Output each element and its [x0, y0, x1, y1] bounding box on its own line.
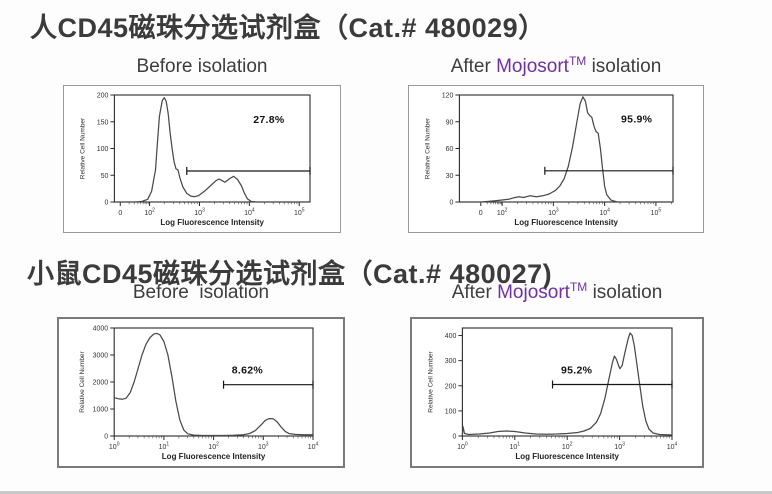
x-tick-label: 0	[479, 210, 483, 217]
brand-name: Mojosort	[497, 282, 570, 303]
y-axis: 0 100 200 300 400	[445, 333, 463, 441]
y-tick-label: 2000	[93, 380, 109, 387]
y-tick-label: 120	[442, 93, 454, 100]
x-axis: 100 101 102 103 104	[109, 436, 319, 451]
plot-frame	[113, 327, 314, 437]
histogram-panel-human-after: 0 30 60 90 120 Relative Cell Number 0 102 103 104…	[408, 85, 704, 233]
x-tick-label: 103	[548, 208, 559, 218]
y-tick-label: 0	[452, 434, 456, 441]
y-tick-label: 100	[97, 146, 109, 153]
x-tick-label: 102	[562, 442, 573, 452]
x-tick-label: 104	[308, 442, 319, 452]
x-axis: 100 101 102 103 104	[457, 436, 678, 452]
y-tick-label: 60	[446, 146, 454, 153]
x-tick-label: 100	[457, 442, 468, 452]
trademark-superscript: TM	[568, 54, 587, 68]
plot-frame	[461, 327, 673, 437]
plot-frame	[113, 94, 311, 203]
x-tick-label: 102	[144, 208, 155, 218]
gate-percentage-label: 95.9%	[621, 114, 653, 126]
histogram-curve	[114, 332, 314, 437]
y-axis-label: Relative Cell Number	[427, 350, 434, 412]
x-tick-label: 105	[651, 208, 662, 218]
header-text: After	[450, 56, 497, 77]
histogram-curve	[114, 97, 310, 203]
x-axis-label: Log Fluorescence Intensity	[162, 452, 266, 461]
y-axis-label: Relative Cell Number	[424, 117, 431, 179]
flow-histogram-human-after: 0 30 60 90 120 Relative Cell Number 0 102 103 104…	[424, 93, 674, 227]
header-text: After	[451, 282, 498, 303]
x-tick-label: 103	[258, 442, 269, 452]
y-tick-label: 200	[445, 383, 457, 390]
y-tick-label: 150	[97, 119, 109, 126]
y-tick-label: 0	[449, 200, 453, 207]
y-tick-label: 100	[445, 408, 457, 415]
x-tick-label: 102	[497, 208, 508, 218]
x-axis: 0 102 103 104 105	[118, 202, 305, 218]
y-tick-label: 4000	[93, 326, 109, 333]
histogram-panel-mouse-before: 0 1000 2000 3000 4000 Relative Cell Number 100…	[57, 317, 345, 468]
histogram-panel-mouse-after: 0 100 200 300 400 Relative Cell Number 100 101 1…	[410, 317, 704, 468]
histogram-panel-human-before: 0 50 100 150 200 Relative Cell Number 0 102 103 1…	[63, 85, 341, 233]
gate-percentage-label: 8.62%	[232, 364, 264, 376]
panel-header-human-before: Before isolation	[63, 56, 341, 78]
y-tick-label: 90	[446, 119, 454, 126]
x-tick-label: 104	[599, 208, 610, 218]
gate-percentage-label: 95.2%	[561, 365, 593, 377]
y-tick-label: 50	[101, 173, 109, 180]
x-axis: 0 102 103 104 105	[479, 202, 672, 217]
y-axis-label: Relative Cell Number	[79, 117, 86, 179]
y-tick-label: 3000	[93, 353, 109, 360]
y-tick-label: 30	[446, 173, 454, 180]
section-title-mouse-cd45: 小鼠CD45磁珠分选试剂盒（Cat.# 480027)	[27, 259, 553, 289]
x-tick-label: 0	[118, 210, 122, 217]
trademark-superscript: TM	[569, 280, 588, 294]
header-text: isolation	[586, 56, 662, 77]
y-tick-label: 0	[104, 200, 108, 207]
x-tick-label: 104	[667, 442, 678, 452]
flow-histogram-mouse-before: 0 1000 2000 3000 4000 Relative Cell Number 100…	[79, 326, 319, 462]
x-axis-label: Log Fluorescence Intensity	[514, 218, 618, 227]
y-tick-label: 300	[445, 358, 457, 365]
header-text: Before isolation	[136, 56, 268, 77]
x-tick-label: 103	[194, 208, 205, 218]
y-tick-label: 0	[104, 434, 108, 441]
x-tick-label: 104	[244, 208, 255, 218]
x-tick-label: 101	[510, 442, 521, 452]
x-axis-label: Log Fluorescence Intensity	[515, 452, 619, 461]
gate-marker	[544, 166, 674, 175]
x-tick-label: 101	[159, 442, 170, 452]
plot-frame	[458, 94, 674, 203]
panel-header-mouse-before: Before isolation	[57, 282, 345, 304]
x-tick-label: 100	[109, 442, 120, 452]
y-axis: 0 1000 2000 3000 4000	[93, 326, 115, 441]
y-axis: 0 30 60 90 120	[442, 93, 460, 207]
header-text: isolation	[587, 282, 663, 303]
gate-marker	[222, 380, 314, 389]
histogram-curve	[459, 96, 673, 203]
gate-marker	[551, 380, 673, 389]
panel-header-human-after: After MojosortTM isolation	[408, 54, 704, 78]
flow-histogram-human-before: 0 50 100 150 200 Relative Cell Number 0 102 103 1…	[79, 93, 311, 227]
gate-percentage-label: 27.8%	[253, 114, 285, 126]
gate-marker	[186, 166, 311, 175]
x-tick-label: 103	[614, 442, 625, 452]
y-tick-label: 200	[97, 93, 109, 100]
y-axis-label: Relative Cell Number	[79, 350, 86, 412]
histogram-curve	[461, 332, 673, 436]
y-axis: 0 50 100 150 200	[97, 93, 115, 207]
section-title-human-cd45: 人CD45磁珠分选试剂盒（Cat.# 480029）	[30, 13, 546, 43]
header-text: Before isolation	[132, 282, 270, 303]
x-axis-label: Log Fluorescence Intensity	[160, 218, 264, 227]
x-tick-label: 102	[208, 442, 219, 452]
y-tick-label: 400	[445, 333, 457, 340]
y-tick-label: 1000	[93, 407, 109, 414]
brand-name: Mojosort	[496, 56, 569, 77]
panel-header-mouse-after: After MojosortTM isolation	[410, 280, 704, 304]
x-tick-label: 105	[294, 208, 305, 218]
